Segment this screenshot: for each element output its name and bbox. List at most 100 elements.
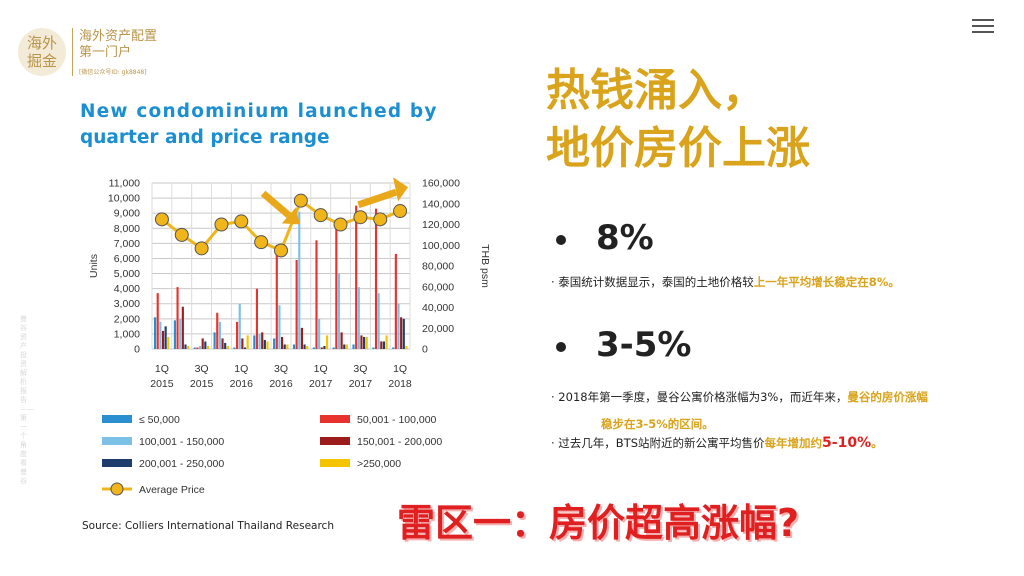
- bar: [193, 347, 196, 349]
- legend-label: Average Price: [139, 484, 205, 496]
- logo-subtitle: [微信公众号ID: gk8848]: [79, 69, 147, 76]
- y2-axis-label: THB psm: [479, 244, 491, 288]
- bar: [352, 344, 355, 349]
- legend-line-marker: [110, 482, 124, 496]
- bar: [320, 347, 323, 349]
- bar: [179, 318, 182, 349]
- y-tick-label: 8,000: [114, 223, 140, 235]
- legend-swatch: [320, 415, 350, 423]
- y2-tick-label: 60,000: [422, 281, 454, 293]
- bar: [323, 345, 326, 349]
- x-tick-quarter: 3Q: [353, 363, 367, 375]
- x-tick-quarter: 1Q: [393, 363, 407, 375]
- legend-label: >250,000: [357, 458, 401, 470]
- x-tick-year: 2017: [309, 378, 333, 390]
- bar: [198, 345, 202, 349]
- up-arrow-shaft: [357, 188, 398, 209]
- x-tick-year: 2016: [269, 378, 293, 390]
- average-price-point: [154, 212, 169, 227]
- bullet-8-percent: 8%: [556, 218, 654, 258]
- menu-bar: [972, 19, 994, 21]
- bar: [243, 347, 247, 349]
- y2-tick-label: 100,000: [422, 240, 460, 252]
- bar: [318, 318, 321, 349]
- headline-line2: 地价房价上涨: [546, 123, 810, 174]
- bar: [337, 273, 341, 349]
- bar: [385, 335, 388, 349]
- legend-swatch: [102, 459, 132, 467]
- legend-swatch: [102, 415, 132, 423]
- bar: [286, 344, 289, 349]
- bar: [394, 253, 397, 349]
- bar: [312, 347, 315, 349]
- bar: [298, 211, 301, 349]
- x-tick-year: 2015: [150, 378, 174, 390]
- bar: [221, 338, 224, 349]
- bar: [184, 344, 187, 349]
- bar: [216, 312, 219, 349]
- y-tick-label: 10,000: [108, 193, 140, 205]
- paragraph-bts-price: · 过去几年，BTS站附近的新公寓平均售价每年增加约5-10%。: [551, 435, 883, 451]
- average-price-point: [373, 212, 388, 227]
- question-heading: 雷区一：房价超高涨幅?: [397, 501, 800, 545]
- bar: [374, 208, 378, 349]
- bar: [213, 332, 216, 349]
- paragraph-red-highlight: 5-10%: [822, 435, 872, 451]
- legend-label: 50,001 - 100,000: [357, 414, 437, 426]
- paragraph-text: · 泰国统计数据显示，泰国的土地价格较: [551, 275, 754, 289]
- y-tick-label: 1,000: [114, 328, 140, 340]
- bar: [159, 321, 162, 349]
- chart-panel: New condominium launched by quarter and …: [72, 96, 492, 541]
- y-tick-label: 7,000: [114, 238, 140, 250]
- chart-source: Source: Colliers International Thailand …: [82, 520, 334, 532]
- bullet-dot-icon: [556, 234, 566, 245]
- bar: [380, 341, 383, 349]
- bar: [236, 321, 239, 349]
- bar: [164, 326, 167, 349]
- bar: [266, 341, 269, 349]
- bar: [303, 344, 306, 349]
- bar: [363, 336, 366, 349]
- logo-divider: [72, 28, 73, 76]
- paragraph-condo-price-line2: 稳步在3-5%的区间。: [601, 416, 714, 432]
- bullet-dot-icon: [556, 341, 566, 352]
- x-tick-year: 2017: [349, 378, 373, 390]
- y-tick-label: 3,000: [114, 298, 140, 310]
- bar: [226, 345, 229, 349]
- bar: [263, 339, 266, 349]
- down-arrow-shaft: [260, 190, 292, 219]
- bar: [332, 347, 335, 349]
- headline-line1: 热钱涌入，: [546, 65, 766, 116]
- bar: [325, 335, 329, 349]
- up-arrow-head: [393, 177, 409, 202]
- x-tick-quarter: 1Q: [314, 363, 328, 375]
- hamburger-menu-icon[interactable]: [972, 19, 994, 35]
- average-price-point: [393, 204, 408, 219]
- bar: [300, 327, 303, 349]
- bar: [377, 293, 380, 349]
- logo-title-line2: 第一门户: [79, 45, 132, 60]
- average-price-point: [333, 217, 348, 232]
- bar: [340, 332, 343, 349]
- bar: [397, 303, 400, 349]
- bar: [187, 345, 190, 349]
- average-price-point: [174, 227, 189, 242]
- legend-swatch: [102, 437, 132, 445]
- logo[interactable]: 海外 掘金 海外资产配置 第一门户 [微信公众号ID: gk8848]: [18, 26, 178, 78]
- bar: [365, 336, 368, 349]
- bar: [278, 305, 281, 349]
- logo-title: 海外资产配置 第一门户: [79, 29, 157, 61]
- average-price-point: [313, 208, 328, 223]
- x-tick-year: 2018: [388, 378, 412, 390]
- paragraph-highlight: 稳步在3-5%的区间。: [601, 417, 714, 431]
- bar: [400, 317, 403, 349]
- y2-tick-label: 140,000: [422, 198, 460, 210]
- bar: [295, 259, 298, 349]
- bar: [261, 332, 264, 349]
- headline: 热钱涌入， 地价房价上涨: [546, 62, 810, 178]
- menu-bar: [972, 25, 994, 27]
- paragraph-highlight: 曼谷的房价涨幅: [847, 390, 928, 404]
- bar: [335, 228, 338, 349]
- bar: [275, 244, 278, 349]
- bar: [181, 306, 184, 349]
